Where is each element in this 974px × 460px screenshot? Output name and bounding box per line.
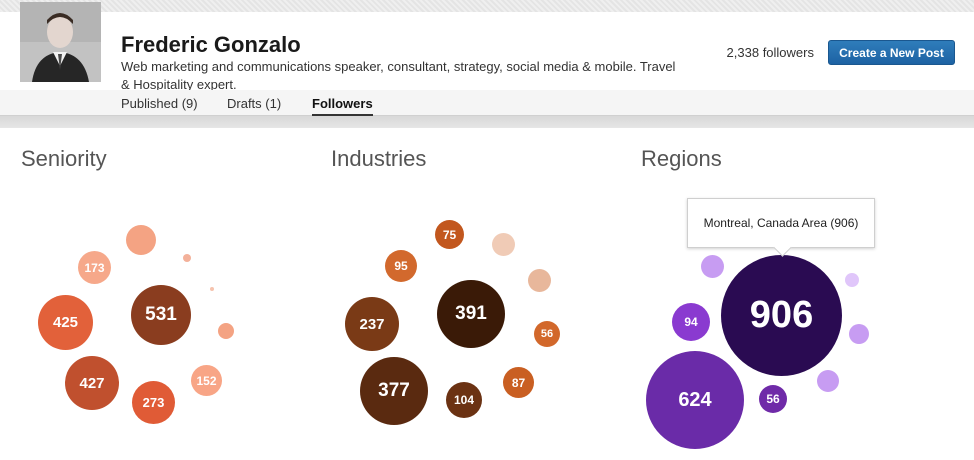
bubble-value: 377 (378, 380, 410, 401)
regions-bubble-94[interactable]: 94 (672, 303, 710, 341)
seniority-bubble-small[interactable] (210, 287, 214, 291)
regions-bubble-small[interactable] (701, 255, 724, 278)
regions-bubble-small[interactable] (845, 273, 859, 287)
seniority-bubble-small[interactable] (126, 225, 156, 255)
bubble-value: 273 (142, 395, 165, 410)
header-shadow (0, 116, 974, 128)
seniority-title: Seniority (21, 146, 107, 171)
industries-bubble-95[interactable]: 95 (385, 250, 417, 282)
bubble-value: 906 (749, 294, 814, 336)
bubble-value: 624 (678, 388, 712, 411)
bubble-value: 104 (453, 393, 475, 407)
regions-bubble-906[interactable]: 906 (721, 255, 842, 376)
bubble-value: 56 (540, 328, 554, 340)
region-tooltip: Montreal, Canada Area (906) (687, 198, 875, 248)
industries-bubble-237[interactable]: 237 (345, 297, 399, 351)
industries-bubble-391[interactable]: 391 (437, 280, 505, 348)
avatar-photo-icon (20, 2, 101, 82)
seniority-bubble-427[interactable]: 427 (65, 356, 119, 410)
seniority-bubble-152[interactable]: 152 (191, 365, 222, 396)
industries-bubble-75[interactable]: 75 (435, 220, 464, 249)
tab-followers[interactable]: Followers (312, 96, 373, 116)
top-pattern-strip (0, 0, 974, 14)
industries-bubble-small[interactable] (528, 269, 551, 292)
industries-bubble-56[interactable]: 56 (534, 321, 560, 347)
industries-title: Industries (331, 146, 427, 171)
bubble-value: 391 (455, 303, 487, 324)
profile-headline: Web marketing and communications speaker… (121, 59, 676, 92)
bubble-value: 87 (511, 375, 526, 390)
industries-bubble-104[interactable]: 104 (446, 382, 482, 418)
industries-bubble-377[interactable]: 377 (360, 357, 428, 425)
create-new-post-button[interactable]: Create a New Post (828, 40, 955, 65)
seniority-bubble-173[interactable]: 173 (78, 251, 111, 284)
bubble-value: 95 (394, 259, 408, 273)
regions-bubble-56[interactable]: 56 (759, 385, 787, 413)
regions-bubble-small[interactable] (849, 324, 869, 344)
bubble-value: 152 (196, 373, 217, 388)
bubble-value: 425 (52, 314, 79, 331)
tab-published[interactable]: Published (9) (121, 96, 198, 111)
industries-bubble-87[interactable]: 87 (503, 367, 534, 398)
bubble-value: 531 (145, 304, 177, 325)
seniority-bubble-small[interactable] (218, 323, 234, 339)
tab-drafts[interactable]: Drafts (1) (227, 96, 282, 111)
industries-bubble-small[interactable] (492, 233, 515, 256)
bubble-value: 173 (84, 260, 105, 275)
regions-bubble-624[interactable]: 624 (646, 351, 744, 449)
bubble-value: 427 (79, 374, 105, 392)
profile-avatar[interactable] (20, 2, 101, 82)
profile-name[interactable]: Frederic Gonzalo (121, 32, 301, 57)
bubble-value: 56 (766, 392, 780, 406)
seniority-bubble-531[interactable]: 531 (131, 285, 191, 345)
bubble-value: 75 (442, 227, 457, 242)
seniority-bubble-425[interactable]: 425 (38, 295, 93, 350)
regions-title: Regions (641, 146, 722, 171)
seniority-bubble-small[interactable] (183, 254, 191, 262)
regions-bubble-small[interactable] (817, 370, 839, 392)
profile-header: Frederic Gonzalo Web marketing and commu… (0, 12, 974, 92)
bubble-value: 94 (684, 315, 698, 329)
followers-count: 2,338 followers (726, 45, 814, 60)
bubble-value: 237 (359, 315, 385, 333)
seniority-bubble-273[interactable]: 273 (132, 381, 175, 424)
tab-bar: Published (9) Drafts (1) Followers (0, 90, 974, 116)
